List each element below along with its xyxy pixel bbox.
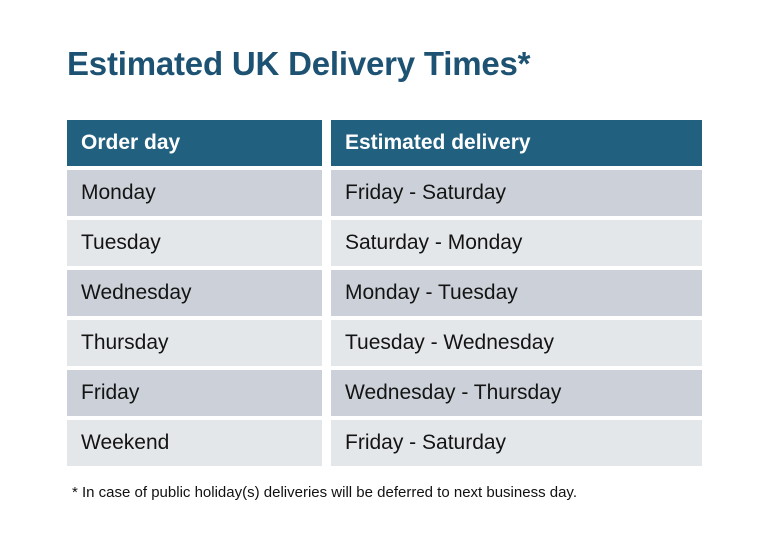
delivery-times-table: Order day Estimated delivery Monday Frid…	[67, 120, 702, 466]
cell-estimated-delivery: Wednesday - Thursday	[331, 370, 702, 416]
table-row: Wednesday Monday - Tuesday	[67, 270, 702, 316]
cell-estimated-delivery: Friday - Saturday	[331, 420, 702, 466]
table-row: Weekend Friday - Saturday	[67, 420, 702, 466]
cell-estimated-delivery: Monday - Tuesday	[331, 270, 702, 316]
cell-estimated-delivery: Friday - Saturday	[331, 170, 702, 216]
cell-order-day: Weekend	[67, 420, 322, 466]
cell-order-day: Wednesday	[67, 270, 322, 316]
cell-estimated-delivery: Saturday - Monday	[331, 220, 702, 266]
column-header-estimated-delivery: Estimated delivery	[331, 120, 702, 166]
column-header-order-day: Order day	[67, 120, 322, 166]
cell-order-day: Friday	[67, 370, 322, 416]
footnote-text: * In case of public holiday(s) deliverie…	[72, 484, 577, 501]
table-row: Monday Friday - Saturday	[67, 170, 702, 216]
cell-order-day: Tuesday	[67, 220, 322, 266]
cell-order-day: Thursday	[67, 320, 322, 366]
table-header-row: Order day Estimated delivery	[67, 120, 702, 166]
table-row: Thursday Tuesday - Wednesday	[67, 320, 702, 366]
table-row: Tuesday Saturday - Monday	[67, 220, 702, 266]
table-row: Friday Wednesday - Thursday	[67, 370, 702, 416]
cell-estimated-delivery: Tuesday - Wednesday	[331, 320, 702, 366]
cell-order-day: Monday	[67, 170, 322, 216]
page-title: Estimated UK Delivery Times*	[67, 45, 531, 82]
